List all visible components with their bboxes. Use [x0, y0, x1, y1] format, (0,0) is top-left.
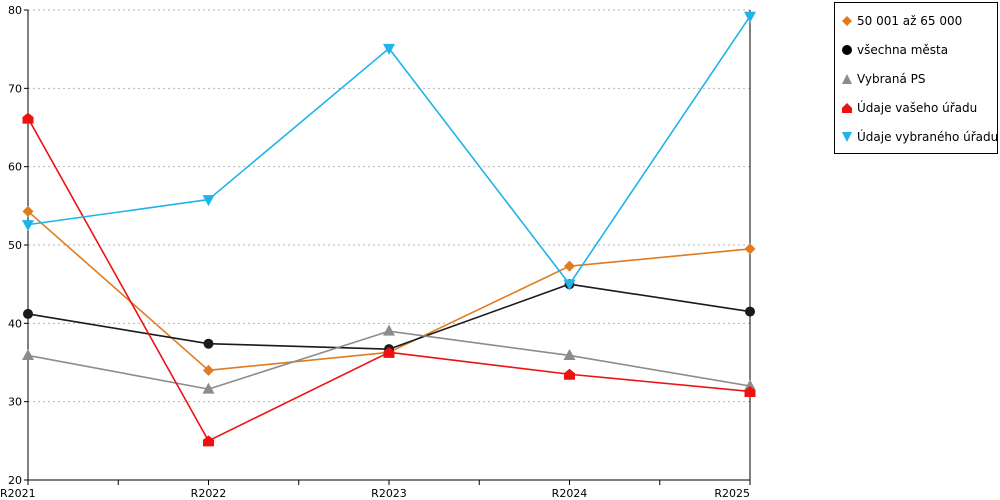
series-triangle-up: [22, 324, 756, 394]
legend-item: Údaje vašeho úřadu: [841, 100, 977, 116]
series-triangle-down: [22, 11, 756, 291]
gridlines: [28, 9, 750, 403]
data-point: [383, 43, 395, 55]
legend: 50 001 až 65 000 všechna města Vybraná P…: [834, 2, 998, 154]
data-point: [22, 205, 34, 217]
legend-label: 50 001 až 65 000: [857, 14, 963, 28]
data-point: [744, 11, 756, 23]
data-point: [203, 338, 214, 349]
legend-marker: [842, 16, 852, 26]
legend-label: Údaje vybraného úřadu: [857, 130, 999, 144]
data-point: [564, 368, 575, 380]
data-point: [563, 279, 576, 291]
legend-item: 50 001 až 65 000: [841, 13, 962, 29]
legend-marker: [842, 45, 852, 55]
data-point: [383, 346, 395, 358]
series-circle: [23, 279, 755, 355]
series-house: [22, 112, 756, 447]
legend-label: všechna města: [857, 43, 949, 57]
data-point: [202, 382, 215, 394]
x-tick-label: R2025: [714, 487, 750, 500]
data-point: [563, 348, 576, 360]
x-axis-ticks: R2021 R2022 R2023 R2024 R2025: [0, 480, 751, 500]
series-group: [22, 11, 756, 447]
legend-item: Údaje vybraného úřadu: [841, 129, 998, 145]
y-tick-label: 20: [8, 474, 22, 487]
x-tick-label: R2022: [191, 487, 227, 500]
data-point: [23, 308, 33, 319]
data-point: [22, 112, 34, 124]
data-point: [22, 348, 34, 360]
legend-label: Údaje vašeho úřadu: [857, 101, 978, 115]
data-point: [745, 306, 755, 317]
y-tick-label: 50: [8, 239, 22, 252]
series-line: [27, 283, 751, 350]
data-point: [383, 324, 395, 336]
data-point: [203, 364, 214, 376]
y-axis-ticks: 20 30 40 50 60 70 80: [8, 4, 28, 487]
y-tick-label: 30: [8, 396, 22, 409]
y-tick-label: 40: [8, 317, 22, 330]
data-point: [744, 379, 756, 391]
y-tick-label: 70: [8, 82, 22, 95]
data-point: [744, 243, 756, 255]
data-point: [202, 195, 215, 207]
data-point: [22, 220, 34, 232]
legend-marker: [842, 74, 852, 84]
legend-label: Vybraná PS: [857, 72, 926, 86]
x-tick-label: R2023: [371, 487, 407, 500]
series-line: [27, 15, 751, 285]
legend-item: Vybraná PS: [841, 71, 926, 87]
data-point: [203, 435, 214, 447]
legend-item: všechna města: [841, 42, 948, 58]
legend-marker: [842, 132, 852, 142]
x-tick-label: R2021: [0, 487, 36, 500]
data-point: [744, 385, 756, 397]
y-tick-label: 80: [8, 4, 22, 17]
y-tick-label: 60: [8, 161, 22, 174]
legend-marker: [842, 103, 852, 113]
data-point: [564, 260, 575, 272]
x-tick-label: R2024: [552, 487, 588, 500]
